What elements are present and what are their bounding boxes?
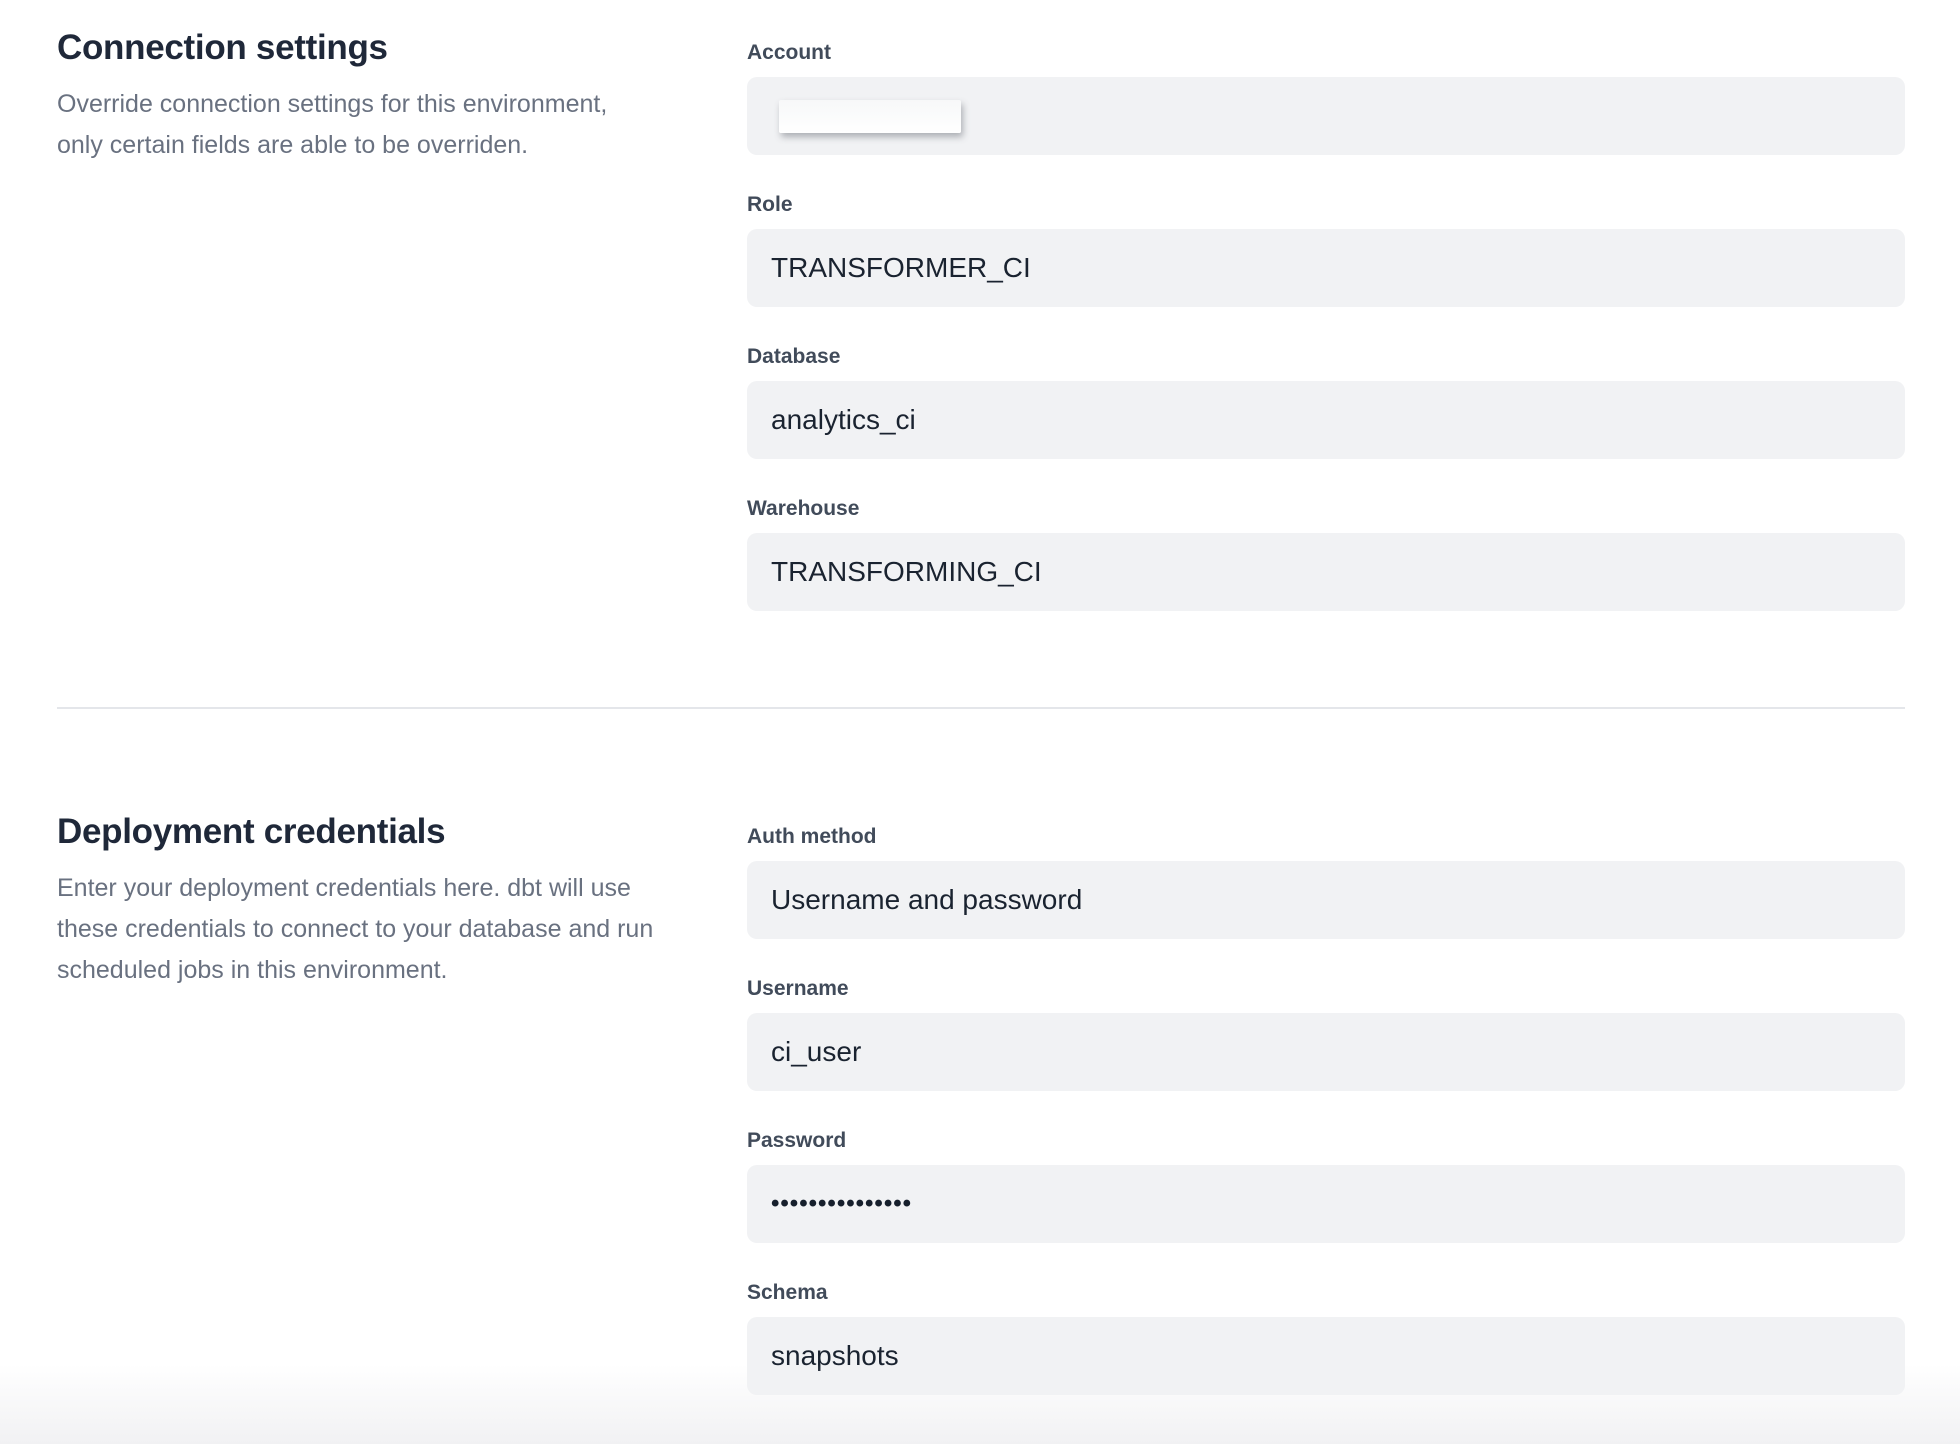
description-line: scheduled jobs in this environment. [57,956,448,985]
redacted-account-value [779,99,961,133]
schema-input[interactable]: snapshots [747,1317,1905,1395]
description-line: these credentials to connect to your dat… [57,915,654,944]
warehouse-label: Warehouse [747,497,860,520]
description-line: Override connection settings for this en… [57,90,608,119]
warehouse-input[interactable]: TRANSFORMING_CI [747,533,1905,611]
auth-method-label: Auth method [747,825,877,848]
username-input[interactable]: ci_user [747,1013,1905,1091]
account-field-group: Account [747,40,1905,155]
connection-settings-intro: Connection settings Override connection … [57,28,747,166]
connection-settings-fields: Account Role TRANSFORMER_CI Database ana… [747,28,1905,611]
password-label: Password [747,1129,847,1152]
account-input[interactable] [747,77,1905,155]
schema-field-group: Schema snapshots [747,1280,1905,1395]
warehouse-field-group: Warehouse TRANSFORMING_CI [747,496,1905,611]
deployment-credentials-section: Deployment credentials Enter your deploy… [57,812,1905,1395]
password-input[interactable]: ••••••••••••••• [747,1165,1905,1243]
schema-label: Schema [747,1281,828,1304]
database-field-group: Database analytics_ci [747,344,1905,459]
deployment-credentials-intro: Deployment credentials Enter your deploy… [57,812,747,991]
role-field-group: Role TRANSFORMER_CI [747,192,1905,307]
connection-settings-title: Connection settings [57,28,388,67]
account-label: Account [747,41,831,64]
deployment-credentials-title: Deployment credentials [57,812,446,851]
connection-settings-description: Override connection settings for this en… [57,84,707,166]
username-label: Username [747,977,849,1000]
description-line: only certain fields are able to be overr… [57,131,529,160]
section-divider [57,707,1905,709]
role-label: Role [747,193,793,216]
auth-method-field-group: Auth method Username and password [747,824,1905,939]
environment-settings-page: Connection settings Override connection … [57,28,1905,1395]
description-line: Enter your deployment credentials here. … [57,874,631,903]
auth-method-input[interactable]: Username and password [747,861,1905,939]
database-label: Database [747,345,841,368]
role-input[interactable]: TRANSFORMER_CI [747,229,1905,307]
username-field-group: Username ci_user [747,976,1905,1091]
password-field-group: Password ••••••••••••••• [747,1128,1905,1243]
deployment-credentials-description: Enter your deployment credentials here. … [57,868,707,991]
database-input[interactable]: analytics_ci [747,381,1905,459]
connection-settings-section: Connection settings Override connection … [57,28,1905,611]
deployment-credentials-fields: Auth method Username and password Userna… [747,812,1905,1395]
